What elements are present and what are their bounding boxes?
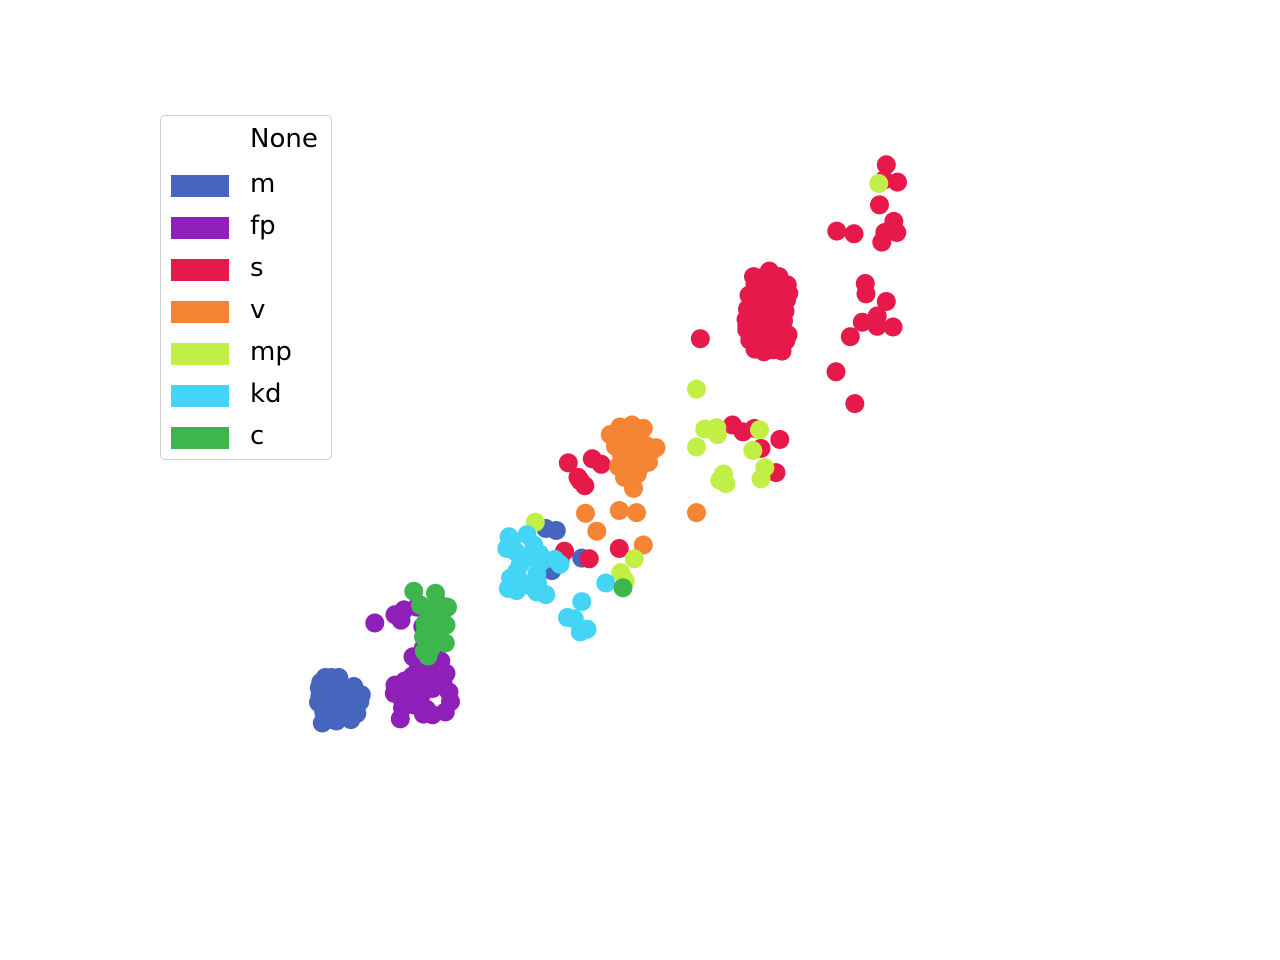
legend-swatch-m (171, 175, 229, 197)
legend-label-m: m (250, 169, 276, 199)
legend-label-c: c (250, 421, 265, 451)
point-fp-32 (390, 709, 410, 729)
point-m-31 (340, 699, 360, 719)
legend-label-kd: kd (250, 379, 282, 409)
point-s-77 (750, 294, 770, 313)
legend-label-s: s (250, 253, 264, 283)
point-v-22 (627, 503, 646, 523)
point-m-33 (546, 521, 566, 540)
point-mp-0 (869, 174, 889, 193)
point-fp-4 (391, 610, 411, 630)
point-s-15 (867, 316, 887, 336)
legend-swatch-s (171, 259, 229, 281)
point-m-27 (312, 713, 332, 733)
point-s-17 (840, 327, 860, 347)
point-v-19 (627, 464, 647, 484)
point-c-15 (418, 646, 438, 666)
point-kd-10 (550, 554, 570, 574)
point-s-27 (558, 453, 578, 473)
point-s-20 (690, 329, 710, 349)
legend-label-mp: mp (250, 337, 292, 367)
point-s-34 (579, 549, 599, 569)
point-s-18 (826, 362, 846, 382)
point-mp-6 (687, 437, 706, 457)
legend-swatch-fp (171, 217, 229, 239)
series-c (404, 578, 633, 666)
point-s-78 (759, 316, 779, 336)
point-mp-7 (743, 441, 763, 460)
point-s-24 (770, 430, 790, 449)
series-m (309, 519, 592, 733)
point-kd-26 (507, 562, 526, 582)
point-fp-0 (365, 613, 385, 633)
legend-title: None (250, 124, 318, 154)
point-mp-14 (624, 549, 644, 569)
series-s (555, 155, 907, 569)
point-mp-5 (750, 420, 769, 440)
series-v (576, 415, 706, 555)
point-s-75 (762, 277, 781, 297)
point-s-3 (870, 195, 889, 215)
point-mp-1 (687, 379, 706, 399)
point-s-19 (845, 394, 865, 414)
point-s-79 (750, 336, 769, 356)
point-kd-27 (596, 573, 616, 593)
point-v-23 (587, 521, 607, 541)
point-v-17 (639, 452, 658, 472)
legend-swatch-mp (171, 343, 229, 365)
point-c-16 (429, 605, 449, 625)
legend-label-v: v (250, 295, 266, 325)
series-mp (525, 174, 889, 591)
point-s-73 (778, 325, 798, 345)
point-s-0 (876, 155, 896, 175)
legend-swatch-kd (171, 385, 229, 407)
point-m-30 (351, 685, 371, 705)
point-s-29 (591, 454, 611, 474)
point-v-24 (576, 503, 595, 523)
point-s-32 (568, 467, 588, 487)
legend-swatch-v (171, 301, 229, 323)
point-s-69 (772, 341, 792, 361)
point-v-25 (687, 503, 706, 523)
point-kd-25 (497, 539, 517, 558)
point-s-76 (770, 293, 790, 313)
legend-label-fp: fp (250, 211, 276, 241)
point-kd-19 (498, 579, 518, 598)
point-mp-12 (751, 469, 771, 489)
point-fp-26 (423, 679, 442, 698)
point-v-20 (624, 478, 643, 498)
point-v-21 (609, 501, 629, 520)
point-s-5 (827, 221, 847, 241)
point-s-16 (883, 317, 903, 337)
point-s-2 (888, 172, 907, 192)
point-mp-4 (708, 425, 727, 445)
point-v-26 (633, 535, 653, 555)
legend: None m fp s v mp kd c (160, 115, 332, 460)
point-s-72 (737, 315, 757, 335)
legend-swatch-c (171, 427, 229, 449)
point-s-9 (872, 232, 892, 252)
series-kd (497, 525, 616, 642)
point-s-6 (844, 224, 864, 244)
point-v-27 (617, 439, 637, 459)
point-kd-24 (577, 619, 597, 639)
point-c-17 (415, 613, 435, 633)
point-s-8 (887, 223, 907, 242)
point-s-11 (856, 284, 876, 304)
point-kd-22 (572, 592, 592, 612)
point-mp-11 (716, 474, 736, 494)
point-s-14 (852, 312, 872, 332)
point-s-12 (876, 292, 896, 311)
point-kd-14 (536, 585, 556, 605)
point-fp-34 (423, 705, 442, 725)
point-c-18 (613, 578, 633, 598)
point-s-35 (609, 539, 629, 558)
point-c-12 (435, 633, 455, 653)
